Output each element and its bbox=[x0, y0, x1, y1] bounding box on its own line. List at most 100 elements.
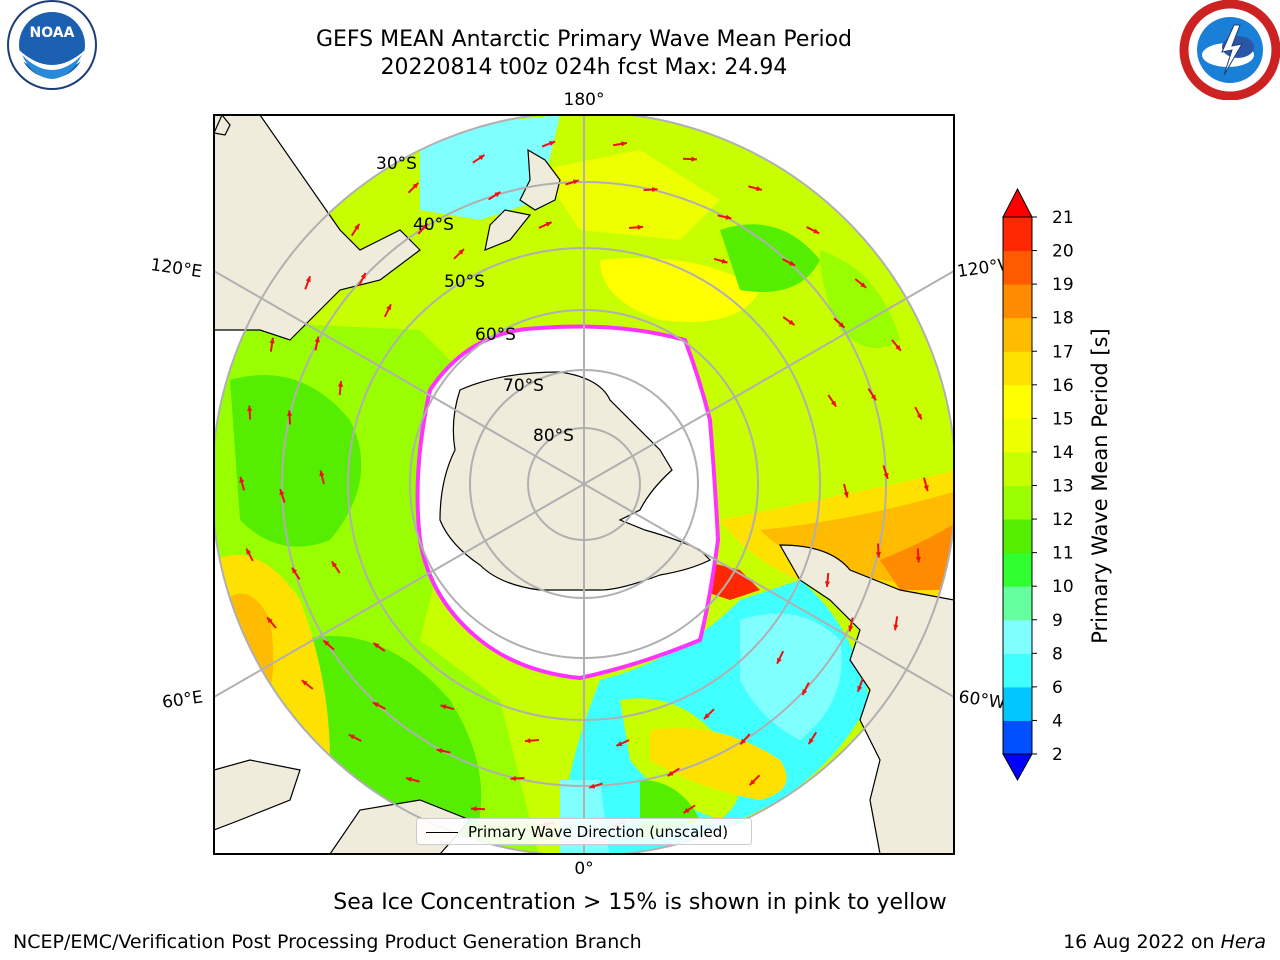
wave-direction-arrows bbox=[239, 140, 929, 828]
colorbar-segment bbox=[1003, 619, 1032, 654]
colorbar-extend-low bbox=[1002, 753, 1033, 782]
map-frame bbox=[213, 114, 955, 855]
colorbar-segment bbox=[1003, 351, 1032, 386]
footer-date-text: 16 Aug 2022 on bbox=[1063, 931, 1221, 953]
wave-arrow-head bbox=[291, 567, 298, 574]
colorbar-tick-label: 20 bbox=[1052, 242, 1074, 262]
wave-arrow-head bbox=[337, 381, 344, 387]
wave-arrow-head bbox=[279, 489, 285, 496]
wave-arrow-head bbox=[616, 741, 623, 746]
wave-arrow-head bbox=[683, 807, 690, 814]
colorbar-segment bbox=[1003, 451, 1032, 486]
lat-label-80s: 80°S bbox=[533, 426, 574, 446]
lon-label-top: 180° bbox=[564, 90, 605, 110]
wave-arrow-head bbox=[436, 748, 443, 754]
wave-arrow-head bbox=[860, 282, 867, 288]
wave-arrow-head bbox=[386, 304, 391, 311]
colorbar-tick-label: 13 bbox=[1052, 477, 1074, 497]
chart-subtitle: 20220814 t00z 024h fcst Max: 24.94 bbox=[380, 55, 788, 80]
wave-arrow-head bbox=[875, 552, 882, 558]
wave-arrow-head bbox=[301, 680, 308, 686]
wave-arrow-head bbox=[478, 154, 485, 161]
lon-label-bottom: 0° bbox=[574, 859, 593, 879]
wave-arrow-head bbox=[749, 779, 756, 786]
colorbar-tick-label: 9 bbox=[1052, 611, 1063, 631]
wave-arrow-head bbox=[549, 141, 556, 146]
wave-arrow-head bbox=[494, 191, 501, 198]
wave-arrow-head bbox=[893, 624, 899, 631]
colorbar-segment bbox=[1003, 552, 1032, 587]
wave-arrow-head bbox=[870, 394, 877, 401]
colorbar-segment bbox=[1003, 384, 1032, 419]
noaa-logo: NOAA bbox=[0, 0, 104, 100]
wave-arrow-head bbox=[319, 470, 325, 477]
colorbar-segment bbox=[1003, 250, 1032, 285]
wave-arrow-head bbox=[246, 548, 252, 555]
colorbar-segment bbox=[1003, 686, 1032, 721]
wave-arrow-head bbox=[637, 224, 644, 230]
colorbar-tick-label: 10 bbox=[1052, 577, 1074, 597]
wave-arrow-head bbox=[667, 770, 674, 777]
lat-label-70s: 70°S bbox=[503, 376, 544, 396]
wave-arrow-head bbox=[286, 410, 293, 416]
wave-arrow-head bbox=[915, 556, 921, 563]
wave-arrow-head bbox=[740, 738, 746, 745]
wave-arrow-head bbox=[802, 689, 808, 696]
colorbar-tick-label: 18 bbox=[1052, 309, 1074, 329]
wave-arrow-head bbox=[777, 657, 782, 664]
map-legend: Primary Wave Direction (unscaled) bbox=[416, 818, 752, 845]
wave-arrow-head bbox=[691, 156, 697, 162]
lon-label-lower-right: 60°W bbox=[957, 687, 1006, 713]
legend-label: Primary Wave Direction (unscaled) bbox=[468, 823, 729, 841]
colorbar-segment bbox=[1003, 519, 1032, 554]
colorbar-tick-label: 6 bbox=[1052, 678, 1063, 698]
wave-arrow-head bbox=[621, 141, 627, 147]
colorbar: 2 4 6 8 9 10 11 12 13 14 15 16 17 18 19 20 21 bbox=[1002, 187, 1074, 782]
footer-date: 16 Aug 2022 on Hera bbox=[1063, 931, 1266, 953]
lat-label-60s: 60°S bbox=[475, 325, 516, 345]
colorbar-tick-label: 19 bbox=[1052, 275, 1074, 295]
wave-arrow-head bbox=[239, 476, 245, 483]
colorbar-tick-label: 2 bbox=[1052, 745, 1063, 765]
nws-logo bbox=[1176, 0, 1280, 101]
wave-arrow-head bbox=[725, 214, 732, 220]
wave-arrow-head bbox=[824, 581, 831, 587]
wave-arrow-head bbox=[360, 272, 366, 279]
wave-arrow-head bbox=[422, 223, 428, 230]
colorbar-tick-label: 12 bbox=[1052, 510, 1074, 530]
wave-arrow-head bbox=[471, 806, 477, 812]
wave-arrow-head bbox=[524, 738, 531, 744]
colorbar-segment bbox=[1003, 418, 1032, 453]
wave-arrow-head bbox=[789, 260, 796, 266]
wave-arrow-head bbox=[305, 276, 311, 283]
wave-arrow-head bbox=[838, 322, 845, 328]
wave-arrow-head bbox=[808, 738, 814, 745]
colorbar-segment bbox=[1003, 586, 1032, 621]
graticule bbox=[214, 115, 954, 854]
wave-arrow-head bbox=[589, 783, 596, 789]
legend-line-sample bbox=[426, 832, 458, 833]
noaa-logo-text: NOAA bbox=[30, 25, 75, 41]
wave-arrow-head bbox=[323, 640, 330, 646]
wave-arrow-head bbox=[406, 776, 412, 782]
wave-arrow-head bbox=[857, 685, 863, 692]
wave-arrow-head bbox=[354, 223, 360, 230]
footer-branch: NCEP/EMC/Verification Post Processing Pr… bbox=[13, 931, 642, 953]
wave-arrow-head bbox=[372, 702, 379, 708]
chart-title: GEFS MEAN Antarctic Primary Wave Mean Pe… bbox=[315, 27, 853, 52]
lon-label-upper-left: 120°E bbox=[149, 255, 203, 282]
wave-arrow-head bbox=[652, 186, 658, 193]
colorbar-label: Primary Wave Mean Period [s] bbox=[1088, 328, 1112, 644]
lat-label-40s: 40°S bbox=[413, 215, 454, 235]
wave-arrow-head bbox=[848, 625, 854, 632]
colorbar-tick-label: 11 bbox=[1052, 544, 1074, 564]
colorbar-tick-label: 4 bbox=[1052, 711, 1063, 731]
colorbar-segment bbox=[1003, 284, 1032, 319]
wave-arrow-head bbox=[373, 642, 380, 649]
wave-arrow-head bbox=[510, 775, 516, 782]
colorbar-segment bbox=[1003, 720, 1032, 755]
wave-arrow-head bbox=[721, 258, 728, 264]
wave-arrow-head bbox=[813, 228, 820, 234]
wave-arrow-head bbox=[314, 336, 320, 343]
